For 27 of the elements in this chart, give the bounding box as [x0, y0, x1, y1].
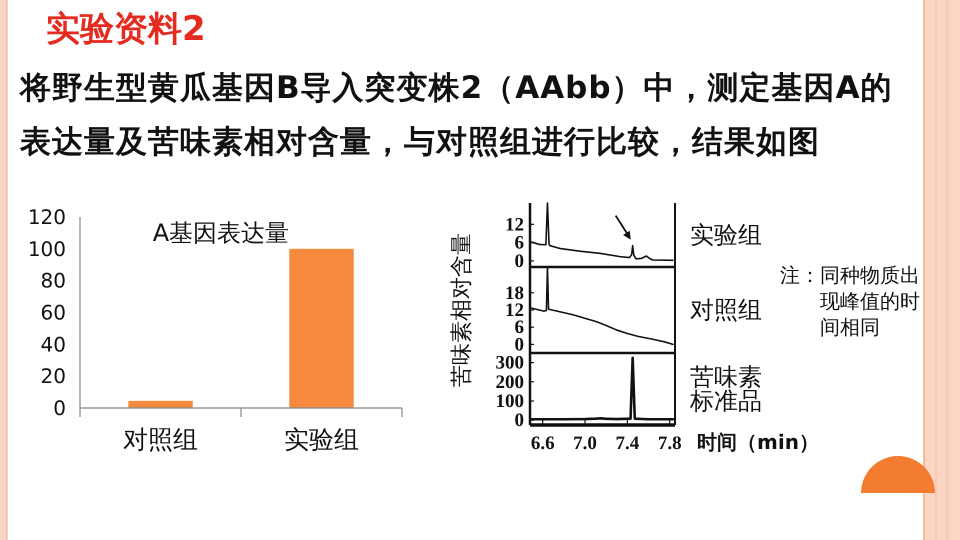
y-axis-title: 苦味素相对含量 — [450, 233, 474, 387]
x-tick-label: 6.6 — [530, 433, 555, 454]
series-label: 苦味素标准品 — [690, 363, 763, 415]
y-tick-label: 60 — [40, 300, 66, 324]
x-tick-label: 实验组 — [284, 425, 359, 454]
chart-title: A基因表达量 — [152, 219, 290, 247]
series-label: 实验组 — [690, 221, 763, 249]
y-tick-label: 120 — [28, 205, 66, 229]
y-tick-label: 100 — [496, 391, 524, 412]
y-tick-label: 200 — [496, 372, 524, 393]
x-tick-label: 7.4 — [615, 433, 640, 454]
y-tick-label: 100 — [28, 236, 66, 261]
y-tick-label: 0 — [53, 396, 66, 420]
x-tick-label: 7.0 — [573, 433, 597, 454]
text: 实验资料2 — [46, 8, 206, 50]
y-tick-label: 80 — [40, 268, 66, 293]
y-tick-label: 20 — [40, 364, 66, 388]
y-tick-label: 40 — [40, 332, 66, 356]
x-tick-label: 7.8 — [658, 433, 682, 454]
series-label: 对照组 — [690, 296, 763, 324]
text: 将野生型黄瓜基因B导入突变株2（AAbb）中，测定基因A的表达量及苦味素相对含量，与对照组进行比较，结果如图 — [20, 69, 894, 162]
x-tick-label: 对照组 — [123, 425, 198, 454]
y-tick-label: 12 — [505, 214, 524, 236]
x-axis-title: 时间（min） — [697, 430, 819, 454]
text: 注：同种物质出现峰值的时间相同 — [780, 262, 921, 340]
y-tick-label: 0 — [514, 410, 524, 432]
y-tick-label: 300 — [496, 352, 524, 374]
